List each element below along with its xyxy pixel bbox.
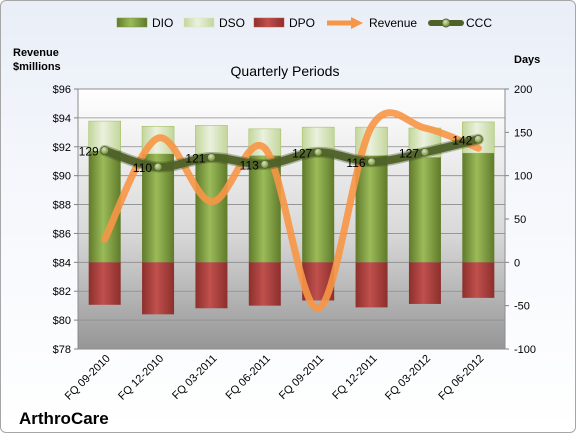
left-tick-label: $86 bbox=[53, 228, 71, 240]
right-axis-label: Days bbox=[514, 54, 540, 66]
legend-label-dso: DSO bbox=[219, 16, 245, 30]
bar-dio bbox=[195, 154, 228, 263]
ccc-point bbox=[207, 153, 216, 162]
x-axis-ticks: FQ 09-2010 FQ 12-2010 FQ 03-2011 FQ 06-2011… bbox=[63, 353, 487, 403]
ccc-data-label: 127 bbox=[399, 146, 419, 160]
x-tick-label: FQ 12-2011 bbox=[330, 353, 379, 402]
line-ccc bbox=[100, 135, 483, 172]
bar-dpo bbox=[248, 262, 281, 306]
bar-dpo bbox=[462, 262, 495, 298]
ccc-data-label: 110 bbox=[133, 161, 152, 175]
bar-dio bbox=[355, 155, 388, 263]
right-tick-label: 50 bbox=[514, 214, 526, 226]
x-tick-label: FQ 03-2012 bbox=[383, 353, 433, 403]
ccc-point bbox=[420, 147, 430, 157]
left-axis-ticks: $78 $80 $82 $84 $86 $88 $90 $92 $94 $96 bbox=[53, 84, 78, 356]
left-tick-label: $80 bbox=[53, 315, 71, 327]
left-tick-label: $84 bbox=[53, 257, 71, 269]
bar-dso bbox=[195, 125, 228, 156]
legend-label-dpo: DPO bbox=[289, 16, 315, 30]
legend-label-revenue: Revenue bbox=[369, 16, 417, 30]
legend-label-ccc: CCC bbox=[466, 16, 492, 30]
x-tick-label: FQ 03-2011 bbox=[170, 353, 219, 402]
left-tick-label: $78 bbox=[53, 344, 71, 356]
legend-label-dio: DIO bbox=[152, 16, 173, 30]
left-tick-label: $88 bbox=[53, 200, 71, 212]
company-name: ArthroCare bbox=[19, 409, 109, 428]
right-tick-label: 150 bbox=[514, 127, 532, 139]
right-tick-label: 0 bbox=[514, 257, 520, 269]
ccc-data-label: 116 bbox=[346, 156, 365, 170]
left-tick-label: $92 bbox=[53, 142, 71, 154]
legend-swatch-dso bbox=[183, 17, 215, 28]
left-tick-label: $82 bbox=[53, 286, 71, 298]
bar-dpo bbox=[195, 262, 228, 309]
ccc-data-label: 142 bbox=[452, 133, 472, 147]
data-labels: 129 110 121 113 127 116 127 142 bbox=[79, 133, 473, 175]
right-axis-ticks: -100 -50 0 50 100 150 200 bbox=[505, 84, 536, 356]
right-tick-label: -100 bbox=[514, 344, 536, 356]
left-tick-label: $90 bbox=[53, 171, 71, 183]
bar-dio bbox=[462, 153, 495, 263]
left-tick-label: $96 bbox=[53, 84, 71, 96]
x-tick-label: FQ 09-2010 bbox=[63, 353, 113, 403]
ccc-data-label: 127 bbox=[292, 146, 312, 160]
legend-swatch-dio bbox=[116, 17, 148, 28]
ccc-data-label: 129 bbox=[79, 145, 99, 159]
lines-layer bbox=[99, 109, 484, 313]
left-axis-label-line2: $millions bbox=[13, 61, 61, 73]
ccc-point bbox=[153, 162, 163, 172]
ccc-point bbox=[473, 134, 483, 144]
legend-swatch-dpo bbox=[253, 17, 285, 28]
bar-dpo bbox=[142, 262, 175, 315]
bar-dpo bbox=[408, 262, 441, 304]
bar-dpo bbox=[355, 262, 388, 308]
left-tick-label: $94 bbox=[53, 113, 71, 125]
x-tick-label: FQ 09-2011 bbox=[277, 353, 326, 402]
ccc-point bbox=[260, 159, 270, 169]
x-tick-label: FQ 06-2011 bbox=[224, 353, 273, 402]
right-tick-label: -50 bbox=[514, 301, 530, 313]
bar-dio bbox=[142, 154, 175, 263]
bar-dio bbox=[408, 157, 441, 263]
ccc-point bbox=[100, 146, 110, 155]
chart-title: Quarterly Periods bbox=[231, 63, 340, 79]
line-revenue bbox=[101, 109, 482, 313]
bars-layer bbox=[88, 120, 495, 315]
legend-marker-ccc bbox=[441, 18, 451, 28]
ccc-data-label: 113 bbox=[240, 158, 259, 172]
ccc-data-label: 121 bbox=[185, 151, 205, 165]
ccc-point bbox=[367, 157, 376, 167]
bar-dio bbox=[302, 154, 335, 263]
x-tick-label: FQ 12-2010 bbox=[116, 353, 166, 403]
left-axis-label-line1: Revenue bbox=[13, 47, 59, 59]
legend: DIO DSO DPO Revenue CCC bbox=[116, 16, 492, 30]
bar-dpo bbox=[88, 262, 121, 305]
ccc-point bbox=[313, 147, 323, 157]
x-tick-label: FQ 06-2012 bbox=[436, 353, 486, 403]
legend-arrow-revenue bbox=[351, 17, 363, 29]
right-tick-label: 100 bbox=[514, 171, 532, 183]
right-tick-label: 200 bbox=[514, 84, 532, 96]
